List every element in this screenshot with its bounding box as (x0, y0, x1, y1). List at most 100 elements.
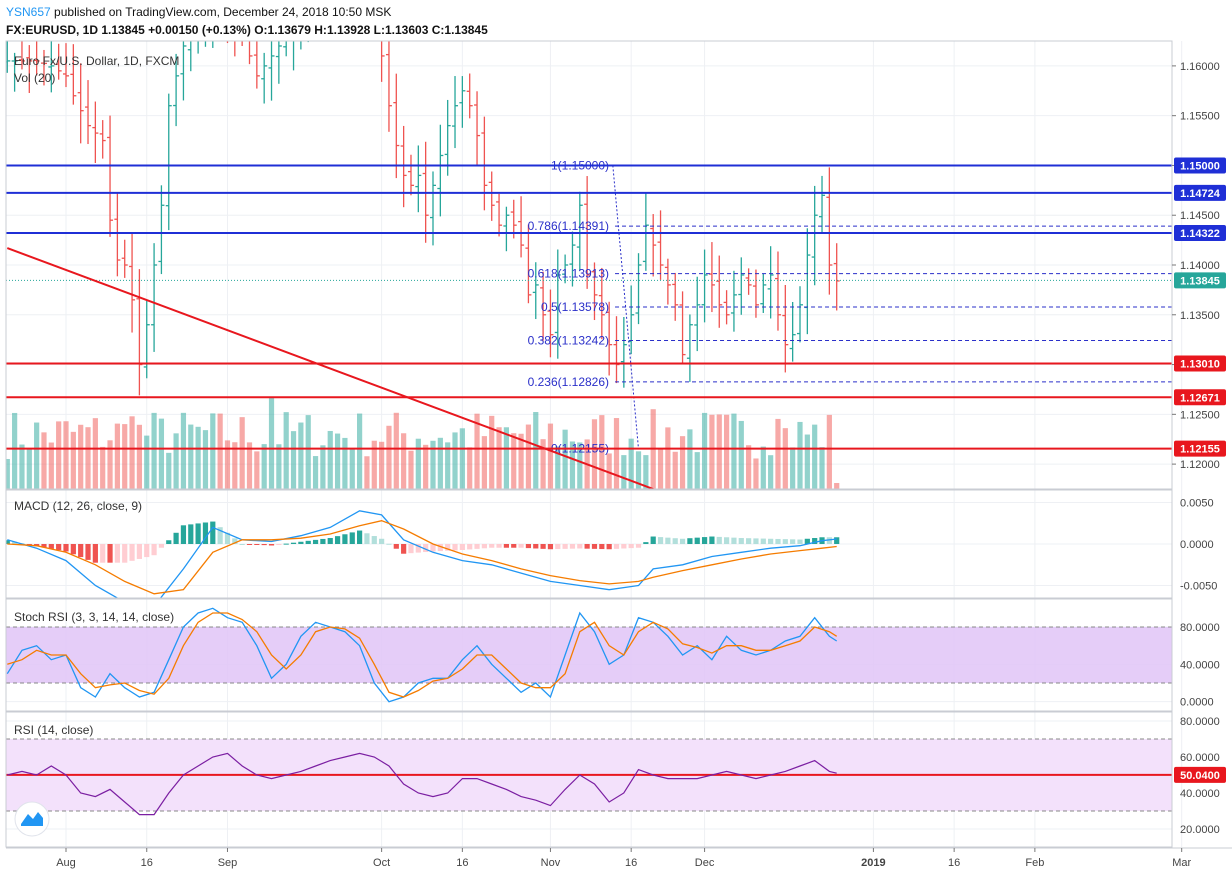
macd-histogram-bar (415, 544, 421, 553)
price-level-badge-label: 1.13010 (1180, 359, 1220, 371)
macd-histogram-bar (158, 544, 165, 548)
price-level-badge-label: 1.13845 (1180, 275, 1220, 287)
volume-bar (834, 483, 840, 489)
macd-axis-label: -0.0050 (1180, 581, 1217, 593)
time-axis-label: 16 (456, 857, 468, 869)
volume-bar (379, 441, 385, 489)
volume-bar (276, 444, 282, 489)
macd-histogram-bar (246, 544, 253, 545)
volume-bar (210, 413, 216, 489)
volume-bar (261, 444, 267, 489)
volume-bar (738, 420, 744, 489)
volume-bar (173, 433, 179, 489)
macd-histogram-bar (511, 544, 517, 548)
macd-histogram-bar (254, 544, 260, 545)
macd-histogram-bar (85, 544, 91, 560)
volume-bar (6, 458, 10, 489)
macd-histogram-bar (114, 544, 120, 563)
time-axis-label: 16 (625, 857, 637, 869)
volume-bar (672, 451, 678, 489)
macd-histogram-bar (276, 544, 282, 545)
macd-histogram-bar (210, 521, 216, 544)
macd-histogram-bar (334, 536, 341, 544)
volume-bar (635, 451, 642, 489)
volume-bar (290, 431, 297, 489)
time-axis-label: Mar (1172, 857, 1191, 869)
symbol: FX:EURUSD, 1D (6, 23, 99, 37)
macd-histogram-bar (606, 544, 612, 550)
time-axis-label: Aug (56, 857, 76, 869)
volume-bar (364, 456, 370, 489)
volume-bar (393, 412, 399, 489)
price-pane[interactable]: 1(1.15000)0.786(1.14391)0.618(1.13913)0.… (4, 0, 1172, 489)
low-label: L: (373, 23, 385, 37)
fib-level-label: 0.5(1.13578) (541, 300, 609, 314)
author-name[interactable]: YSN657 (6, 5, 51, 19)
macd-histogram-bar (129, 544, 135, 561)
volume-bar (643, 455, 649, 489)
macd-histogram-bar (657, 537, 664, 544)
macd-pane[interactable] (5, 510, 840, 607)
volume-bar (349, 449, 355, 489)
volume-bar (694, 452, 700, 489)
volume-bar (437, 437, 443, 489)
open-label: O: (254, 23, 268, 37)
volume-bar (371, 440, 377, 489)
tradingview-logo[interactable] (14, 801, 50, 837)
stoch-rsi-pane[interactable] (6, 607, 1172, 703)
volume-bar (26, 448, 32, 489)
fib-connector-line (612, 165, 640, 450)
stoch-axis-label: 40.0000 (1180, 659, 1220, 671)
volume-bar (423, 444, 429, 489)
macd-histogram-bar (342, 534, 348, 544)
macd-histogram-bar (144, 544, 150, 558)
volume-bar (56, 421, 62, 489)
macd-histogram-bar (63, 544, 69, 552)
macd-histogram-bar (78, 544, 84, 558)
volume-bar (34, 422, 40, 489)
volume-bar (775, 418, 781, 489)
macd-histogram-bar (151, 544, 157, 556)
macd-histogram-bar (459, 544, 465, 550)
macd-histogram-bar (217, 527, 223, 544)
volume-bar (518, 433, 524, 489)
fib-level-label: 0.786(1.14391) (528, 219, 609, 233)
macd-signal-line (7, 520, 837, 595)
macd-histogram-bar (100, 544, 106, 563)
macd-histogram-bar (312, 539, 319, 544)
volume-bar (569, 441, 576, 489)
fib-level-label: 0.382(1.13242) (528, 333, 609, 347)
price-level-badge-label: 1.14724 (1180, 188, 1221, 200)
macd-histogram-bar (371, 536, 377, 544)
macd-histogram-bar (804, 538, 810, 544)
macd-histogram-bar (826, 537, 832, 544)
high-label: H: (314, 23, 327, 37)
volume-bar (312, 456, 319, 489)
macd-histogram-bar (694, 537, 700, 544)
rsi-axis-label: 40.0000 (1180, 788, 1220, 800)
price-axis-label: 1.14000 (1180, 260, 1220, 272)
macd-histogram-bar (555, 544, 561, 550)
volume-bar (724, 414, 730, 489)
macd-histogram-bar (613, 544, 620, 549)
publish-line: YSN657 published on TradingView.com, Dec… (6, 5, 391, 19)
macd-histogram-bar (261, 544, 267, 546)
macd-histogram-bar (437, 544, 443, 552)
macd-histogram-bar (731, 537, 737, 544)
macd-histogram-bar (489, 544, 495, 548)
volume-bar (195, 426, 201, 489)
rsi-pane[interactable] (6, 738, 1172, 816)
volume-bar (540, 439, 546, 489)
macd-histogram-bar (224, 532, 231, 544)
volume-bar (166, 452, 172, 489)
macd-histogram-bar (584, 544, 590, 549)
chart-header: YSN657 published on TradingView.com, Dec… (0, 0, 1232, 40)
macd-histogram-bar (687, 538, 693, 544)
volume-bar (503, 427, 509, 489)
macd-histogram-bar (650, 536, 656, 544)
macd-histogram-bar (701, 537, 708, 544)
macd-histogram-bar (320, 538, 326, 544)
volume-bar (665, 427, 671, 489)
volume-bar (100, 446, 106, 489)
